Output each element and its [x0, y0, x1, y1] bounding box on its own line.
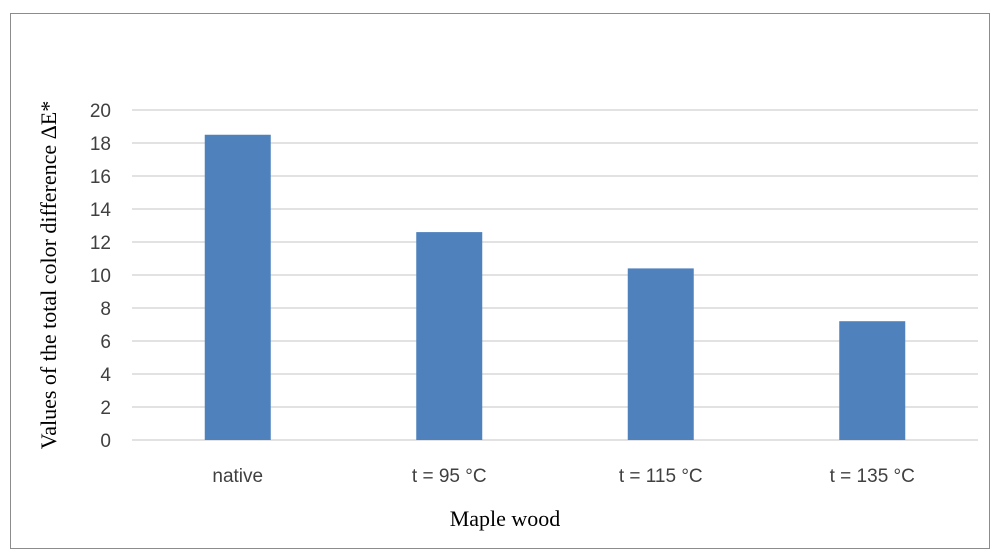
y-tick-label: 20	[90, 101, 111, 122]
y-tick-labels: 0 2 4 6 8 10 12 14 16 18 20	[90, 101, 112, 452]
y-tick-label: 12	[90, 233, 111, 254]
bar-1	[416, 232, 483, 440]
y-tick-label: 14	[90, 200, 112, 221]
x-tick-label: t = 135 °C	[830, 466, 915, 487]
bar-3	[839, 321, 906, 440]
y-tick-label: 4	[100, 365, 111, 386]
y-tick-label: 16	[90, 167, 111, 188]
y-tick-label: 0	[100, 431, 111, 452]
x-tick-label: t = 115 °C	[619, 466, 703, 487]
y-axis-title: Values of the total color difference ΔE*	[36, 101, 61, 450]
y-tick-label: 8	[100, 299, 111, 320]
x-axis-title: Maple wood	[450, 506, 561, 531]
y-tick-label: 10	[90, 266, 111, 287]
x-tick-label: t = 95 °C	[412, 466, 487, 487]
y-tick-label: 2	[100, 398, 111, 419]
chart-frame	[10, 13, 990, 549]
x-tick-labels: native t = 95 °C t = 115 °C t = 135 °C	[212, 466, 914, 487]
y-tick-label: 18	[90, 134, 111, 155]
x-tick-label: native	[212, 466, 263, 487]
bar-0	[204, 134, 271, 440]
gridlines	[132, 109, 978, 441]
bars	[204, 134, 906, 440]
y-tick-label: 6	[100, 332, 111, 353]
bar-2	[627, 268, 694, 440]
